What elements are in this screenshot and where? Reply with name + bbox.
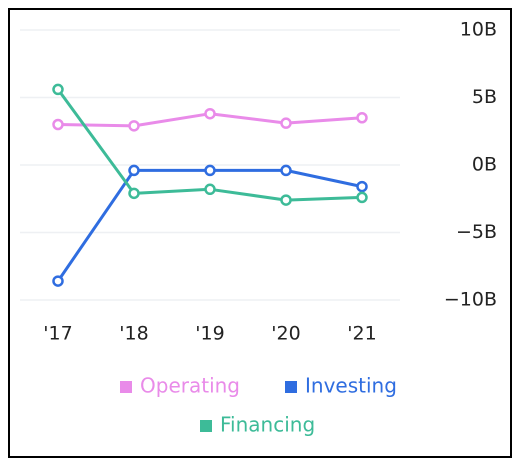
point — [280, 194, 292, 206]
point — [356, 191, 368, 204]
legend-label: Operating — [140, 374, 240, 398]
x-tick-label: '19 — [195, 323, 224, 345]
legend-label: Financing — [220, 413, 315, 437]
point — [128, 187, 140, 200]
point — [204, 164, 216, 177]
point — [52, 83, 64, 96]
y-tick-label: 10B — [460, 19, 497, 41]
y-tick-label: −5B — [456, 221, 497, 243]
x-tick-label: '20 — [271, 323, 300, 345]
point — [204, 107, 216, 120]
legend-swatch — [200, 420, 212, 432]
legend-swatch — [120, 381, 132, 393]
point — [204, 183, 216, 196]
x-tick-label: '18 — [119, 323, 148, 345]
legend-swatch — [285, 381, 297, 393]
point — [280, 117, 292, 129]
point — [128, 164, 140, 177]
y-tick-label: 0B — [472, 154, 497, 176]
y-tick-label: 5B — [472, 86, 497, 108]
point — [356, 112, 368, 124]
x-tick-label: '21 — [347, 323, 376, 345]
x-tick-label: '17 — [43, 323, 72, 345]
point — [52, 118, 64, 131]
point — [128, 120, 140, 132]
point — [52, 275, 64, 287]
point — [356, 180, 368, 193]
y-tick-label: −10B — [444, 289, 497, 311]
point — [280, 164, 292, 177]
legend-label: Investing — [305, 374, 397, 398]
